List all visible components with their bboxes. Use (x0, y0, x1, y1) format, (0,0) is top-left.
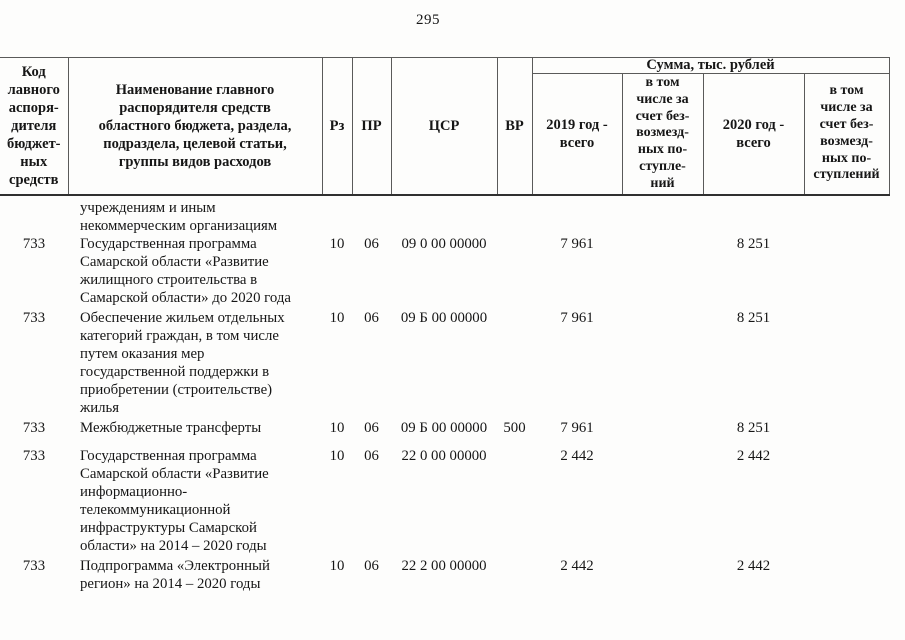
cell-2019-total: 7 961 (560, 235, 594, 252)
cell-name: Межбюджетные трансферты (80, 419, 262, 436)
cell-code: 733 (22, 419, 46, 436)
cell-pr: 06 (364, 447, 379, 464)
col-header-rz: Рз (321, 56, 353, 196)
cell-2020-total: 2 442 (736, 447, 771, 464)
header-row-sub: 2019 год - всего в том числе за счет без… (0, 72, 890, 196)
cell-pr: 06 (364, 235, 379, 252)
col-header-sum-group: Сумма, тыс. рублей (531, 57, 890, 74)
table-row: 733 Межбюджетные трансферты 10 06 09 Б 0… (0, 417, 889, 437)
cell-2019-gratuitous (622, 235, 703, 307)
header-row-group: Код лавного аспоря- дителя бюджет- ных с… (0, 56, 890, 196)
cell-2020-total: 8 251 (736, 235, 771, 252)
cell-csr (391, 195, 497, 235)
table-row: 733 Подпрограмма «Электронный регион» на… (0, 555, 889, 593)
cell-2019-total: 2 442 (560, 557, 594, 574)
cell-2020-gratuitous (804, 195, 889, 235)
cell-2019-gratuitous (622, 195, 703, 235)
cell-2019-gratuitous (622, 307, 703, 417)
table-row: 733 Государственная программа Самарской … (0, 235, 889, 307)
cell-pr: 06 (364, 557, 379, 574)
cell-csr: 09 Б 00 00000 (400, 419, 488, 436)
cell-name: Государственная программа Самарской обла… (80, 447, 269, 554)
cell-2019-gratuitous (622, 437, 703, 555)
cell-rz: 10 (329, 419, 345, 436)
cell-2020-total: 8 251 (736, 309, 771, 326)
cell-pr: 06 (364, 309, 379, 326)
cell-rz: 10 (329, 235, 345, 252)
budget-table: Код лавного аспоря- дителя бюджет- ных с… (0, 56, 890, 593)
cell-code (0, 195, 68, 235)
cell-code: 733 (22, 557, 46, 574)
cell-rz: 10 (329, 447, 345, 464)
table-row: учреждениям и иным некоммерческим органи… (0, 195, 889, 235)
col-header-csr: ЦСР (390, 56, 498, 196)
col-header-name: Наименование главного распорядителя сред… (67, 56, 323, 196)
cell-vr (497, 235, 532, 307)
col-header-vr: ВР (496, 56, 533, 196)
table-row: 733 Государственная программа Самарской … (0, 437, 889, 555)
col-header-pr: ПР (351, 56, 392, 196)
cell-name: Подпрограмма «Электронный регион» на 201… (80, 557, 270, 592)
cell-pr (352, 195, 391, 235)
cell-2019-total (532, 195, 622, 235)
col-header-2019-gratuitous: в том числе за счет без- возмезд- ных по… (621, 72, 704, 196)
cell-vr (497, 555, 532, 593)
table-row: 733 Обеспечение жильем отдельных категор… (0, 307, 889, 417)
cell-vr (497, 307, 532, 417)
cell-csr: 09 0 00 00000 (401, 235, 487, 252)
cell-2019-total: 7 961 (560, 419, 594, 436)
cell-code: 733 (22, 235, 46, 252)
cell-2019-gratuitous (622, 417, 703, 437)
cell-rz (322, 195, 352, 235)
col-header-code: Код лавного аспоря- дителя бюджет- ных с… (0, 56, 69, 196)
col-header-2020-total: 2020 год - всего (702, 72, 805, 196)
cell-pr: 06 (364, 419, 379, 436)
cell-vr (497, 195, 532, 235)
cell-code: 733 (22, 309, 46, 326)
cell-code: 733 (22, 447, 46, 464)
cell-2020-gratuitous (804, 235, 889, 307)
page-number: 295 (416, 12, 440, 28)
cell-2019-total: 2 442 (560, 447, 594, 464)
cell-2020-total: 8 251 (736, 419, 771, 436)
col-header-2020-gratuitous: в том числе за счет без- возмезд- ных по… (803, 72, 890, 196)
cell-rz: 10 (329, 309, 345, 326)
col-header-2019-total: 2019 год - всего (531, 72, 623, 196)
cell-vr: 500 (503, 419, 526, 436)
cell-2020-gratuitous (804, 437, 889, 555)
cell-2020-gratuitous (804, 555, 889, 593)
cell-2020-gratuitous (804, 417, 889, 437)
cell-2020-gratuitous (804, 307, 889, 417)
cell-rz: 10 (329, 557, 345, 574)
cell-name: учреждениям и иным некоммерческим органи… (80, 199, 278, 234)
cell-csr: 09 Б 00 00000 (400, 309, 488, 326)
cell-2020-total: 2 442 (736, 557, 771, 574)
cell-2019-total: 7 961 (560, 309, 594, 326)
cell-vr (497, 437, 532, 555)
cell-2019-gratuitous (622, 555, 703, 593)
cell-csr: 22 0 00 00000 (401, 447, 487, 464)
cell-name: Обеспечение жильем отдельных категорий г… (80, 309, 285, 416)
cell-2020-total (703, 195, 804, 235)
cell-name: Государственная программа Самарской обла… (80, 235, 291, 306)
cell-csr: 22 2 00 00000 (401, 557, 487, 574)
